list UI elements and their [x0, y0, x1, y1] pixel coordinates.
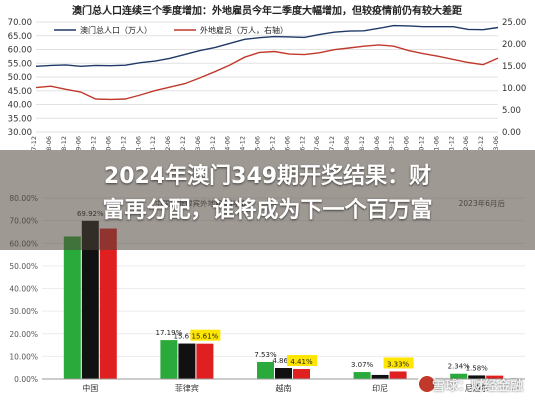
- bar: [371, 374, 389, 379]
- x-tick-label: 2012-12: [179, 136, 187, 163]
- bar-y-tick: 50.00%: [9, 262, 38, 271]
- data-label: 1.58%: [466, 364, 489, 372]
- x-tick-label: 2019-12: [388, 136, 396, 163]
- x-tick-label: 2018-06: [343, 136, 351, 163]
- bar-y-tick: 10.00%: [9, 352, 38, 361]
- x-tick-label: 2010-12: [119, 136, 127, 163]
- bar: [178, 343, 196, 379]
- bar-y-tick: 20.00%: [9, 330, 38, 339]
- legend-label: 外地雇员（万人，右轴）: [200, 25, 288, 35]
- data-label: 15.67%: [174, 333, 201, 341]
- y-tick-left: 45.00: [8, 87, 32, 97]
- y-tick-right: 25.00: [502, 18, 526, 28]
- y-tick-right: 15.00: [502, 62, 526, 72]
- bar: [468, 375, 486, 379]
- x-tick-label: 2014-12: [239, 136, 247, 163]
- data-label: 4.86%: [272, 357, 295, 365]
- bar: [257, 361, 274, 379]
- data-label: 7.53%: [254, 351, 277, 359]
- x-tick-label: 2021-12: [447, 136, 455, 163]
- x-tick-label: 2009-12: [90, 136, 98, 163]
- headline[interactable]: 2024年澳门349期开奖结果：财 富再分配，谁将成为下一个百万富: [0, 160, 535, 228]
- x-tick-label: 2018-12: [358, 136, 366, 163]
- x-tick-label: 2023-06: [492, 136, 500, 163]
- x-tick-label: 2013-12: [209, 136, 217, 163]
- bar-category-label: 越南: [276, 383, 292, 393]
- chart-title: 澳门总人口连续三个季度增加：外地雇员今年二季度大幅增加，但较疫情前仍有较大差距: [72, 4, 462, 17]
- x-tick-label: 2013-06: [194, 136, 202, 163]
- headline-overlay: [0, 150, 535, 250]
- y-tick-left: 35.00: [8, 114, 32, 124]
- x-tick-label: 2008-06: [45, 136, 53, 163]
- data-label: 3.07%: [351, 361, 374, 369]
- x-tick-label: 2016-12: [298, 136, 306, 163]
- x-tick-label: 2017-06: [313, 136, 321, 163]
- data-label: 3.33%: [387, 360, 410, 368]
- data-label-highlight: [287, 355, 317, 367]
- x-tick-label: 2022-06: [462, 136, 470, 163]
- y-tick-left: 55.00: [8, 59, 32, 69]
- y-tick-right: 10.00: [502, 84, 526, 94]
- bar: [353, 372, 371, 379]
- x-tick-label: 2007-12: [30, 136, 38, 163]
- y-tick-left: 30.00: [8, 128, 32, 138]
- bar-category-label: 印尼: [372, 384, 388, 393]
- workers-series-line: [35, 44, 499, 101]
- x-tick-label: 2016-06: [283, 136, 291, 163]
- y-tick-left: 70.00: [8, 18, 32, 28]
- x-tick-label: 2014-06: [224, 136, 232, 163]
- bar: [293, 369, 310, 379]
- data-label-highlight: [383, 357, 414, 369]
- x-tick-label: 2020-06: [403, 136, 411, 163]
- bar-category-label: 中国: [82, 383, 98, 393]
- population-line-chart: 澳门总人口连续三个季度增加：外地雇员今年二季度大幅增加，但较疫情前仍有较大差距 3…: [8, 4, 527, 163]
- x-tick-label: 2008-12: [60, 136, 68, 163]
- legend-label: 澳门总人口（万人）: [80, 25, 152, 35]
- y-tick-left: 40.00: [8, 101, 32, 111]
- y-tick-left: 65.00: [8, 32, 32, 42]
- bar-y-tick: 30.00%: [9, 307, 38, 316]
- bar: [389, 371, 407, 379]
- watermark: 雪球：财经金融: [431, 379, 523, 394]
- y-tick-left: 60.00: [8, 46, 32, 56]
- x-tick-label: 2015-12: [268, 136, 276, 163]
- bar: [275, 368, 292, 379]
- bar: [196, 343, 214, 379]
- x-tick-label: 2011-12: [149, 136, 157, 163]
- x-tick-label: 2009-06: [75, 136, 83, 163]
- watermark-logo-icon: [417, 374, 437, 394]
- x-tick-label: 2021-06: [432, 136, 440, 163]
- x-tick-label: 2015-06: [254, 136, 262, 163]
- x-tick-label: 2020-12: [417, 136, 425, 163]
- data-label: 4.41%: [290, 358, 313, 366]
- data-label-highlight: [190, 329, 221, 341]
- headline-line-1: 2024年澳门349期开奖结果：财: [103, 164, 432, 189]
- bar: [160, 340, 178, 379]
- bar-category-label: 菲律宾: [175, 383, 199, 393]
- bar: [63, 236, 81, 379]
- bar: [450, 373, 468, 379]
- x-tick-label: 2022-12: [477, 136, 485, 163]
- bar: [486, 375, 504, 379]
- bar-category-label: 尼泊尔: [465, 383, 489, 393]
- x-tick-label: 2017-12: [328, 136, 336, 163]
- x-tick-label: 2011-06: [134, 136, 142, 163]
- y-tick-left: 50.00: [8, 73, 32, 83]
- data-label: 15.61%: [192, 333, 219, 341]
- y-tick-right: 20.00: [502, 40, 526, 50]
- headline-line-2: 富再分配，谁将成为下一个百万富: [102, 198, 433, 223]
- bar: [99, 228, 117, 379]
- data-label: 17.19%: [156, 329, 183, 337]
- x-tick-label: 2019-06: [373, 136, 381, 163]
- bar-y-tick: 0.00%: [14, 375, 38, 384]
- data-label: 2.34%: [448, 363, 471, 371]
- x-tick-label: 2012-06: [164, 136, 172, 163]
- y-tick-right: 5.00: [502, 106, 521, 116]
- y-tick-right: 0.00: [502, 128, 521, 138]
- population-series-line: [35, 24, 499, 68]
- bar-y-tick: 40.00%: [9, 285, 38, 294]
- bar: [81, 220, 99, 379]
- x-tick-label: 2010-06: [105, 136, 113, 163]
